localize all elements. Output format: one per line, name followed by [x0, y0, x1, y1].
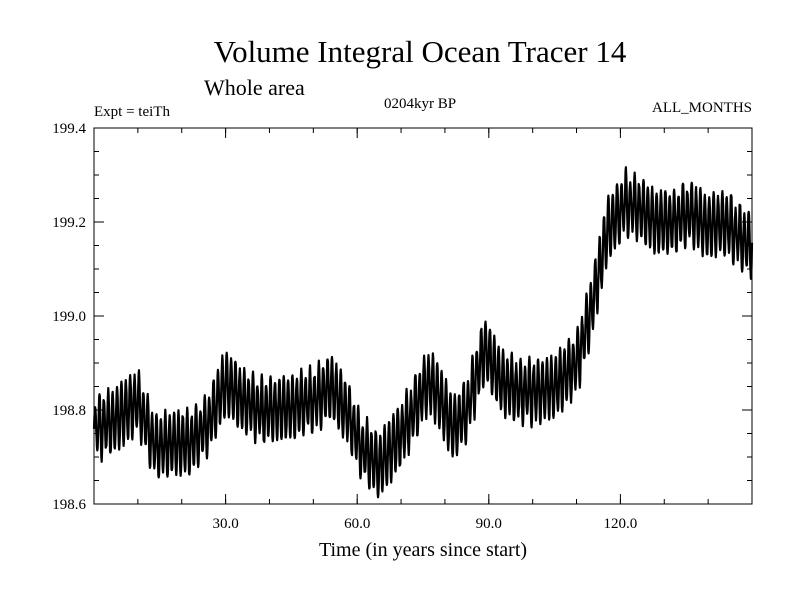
x-tick-label: 30.0 — [212, 516, 238, 532]
x-axis-label: Time (in years since start) — [319, 539, 527, 561]
period-label: 0204kyr BP — [384, 96, 456, 112]
y-tick-label: 199.4 — [52, 121, 86, 137]
y-tick-label: 199.2 — [52, 215, 86, 231]
experiment-label: Expt = teiTh — [94, 104, 170, 120]
series-line — [92, 166, 754, 499]
chart-title: Volume Integral Ocean Tracer 14 — [214, 34, 627, 69]
x-tick-label: 90.0 — [476, 516, 502, 532]
y-tick-label: 198.6 — [52, 497, 86, 513]
y-tick-label: 199.0 — [52, 309, 86, 325]
x-tick-label: 120.0 — [604, 516, 638, 532]
x-axis-ticks: 30.0 60.0 90.0 120.0 — [137, 128, 709, 532]
y-axis-ticks: 198.6 198.8 199.0 199.2 199.4 — [52, 121, 752, 513]
y-tick-label: 198.8 — [52, 403, 86, 419]
months-label: ALL_MONTHS — [652, 100, 752, 116]
chart-subtitle: Whole area — [204, 75, 305, 100]
x-tick-label: 60.0 — [344, 516, 370, 532]
